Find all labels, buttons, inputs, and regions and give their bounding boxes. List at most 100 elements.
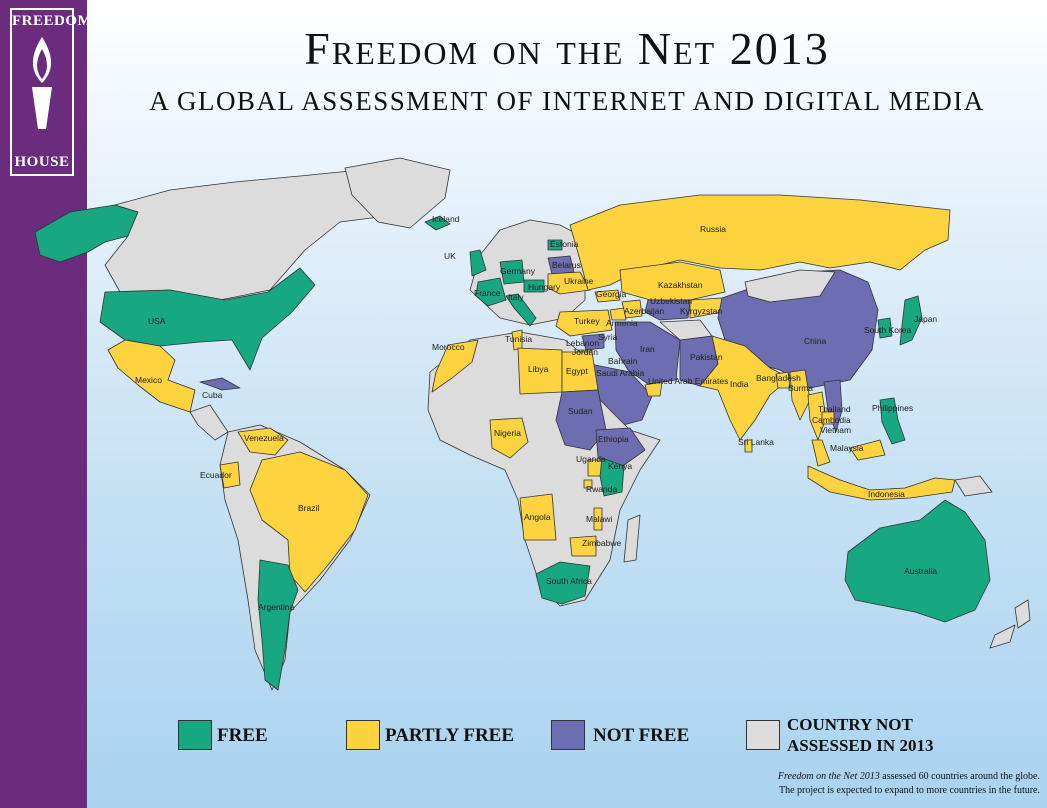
country-georgia <box>594 289 621 303</box>
country-azerbaijan <box>621 299 643 319</box>
country-mongolia <box>744 269 836 303</box>
country-venezuela <box>237 427 289 456</box>
label-ecuador: Ecuador <box>200 470 232 480</box>
label-jordan: Jordan <box>572 347 598 357</box>
country-sri-lanka <box>744 439 753 453</box>
label-tunisia: Tunisia <box>505 334 532 344</box>
country-madagascar <box>623 514 641 563</box>
label-indonesia: Indonesia <box>868 489 905 499</box>
label-bahrain: Bahrain <box>608 356 638 366</box>
label-philippines: Philippines <box>872 403 913 413</box>
label-morocco: Morocco <box>432 342 465 352</box>
label-malawi: Malawi <box>586 514 613 524</box>
legend-label-not-assessed-2: ASSESSED IN 2013 <box>787 736 934 755</box>
label-iran: Iran <box>640 344 655 354</box>
label-turkey: Turkey <box>574 316 600 326</box>
country-south-africa <box>535 561 591 605</box>
country-turkey <box>555 309 613 337</box>
label-hungary: Hungary <box>528 282 561 292</box>
label-azerbaijan: Azerbaijan <box>624 306 664 316</box>
country-angola <box>519 493 557 541</box>
label-ethiopia: Ethiopia <box>598 434 629 444</box>
legend-swatch-not-free <box>551 720 585 750</box>
label-kenya: Kenya <box>608 461 632 471</box>
label-russia: Russia <box>700 224 726 234</box>
country-ukraine <box>547 271 591 295</box>
label-kyrgyzstan: Kyrgyzstan <box>680 306 722 316</box>
country-russia <box>569 194 951 291</box>
label-uganda: Uganda <box>576 454 606 464</box>
country-australia <box>844 499 991 623</box>
country-vietnam <box>823 379 843 433</box>
legend-label-not-free: NOT FREE <box>593 725 690 746</box>
footnote: Freedom on the Net 2013 assessed 60 coun… <box>690 770 1040 798</box>
country-papua-new-guinea <box>954 475 993 497</box>
country-kenya <box>599 457 625 497</box>
country-italy <box>505 293 537 327</box>
label-libya: Libya <box>528 364 549 374</box>
country-bangladesh <box>775 371 791 389</box>
label-uk: UK <box>444 251 456 261</box>
country-rwanda <box>583 479 593 489</box>
country-new-zealand <box>989 599 1031 649</box>
label-japan: Japan <box>914 314 937 324</box>
label-mexico: Mexico <box>135 375 162 385</box>
label-venezuela: Venezuela <box>244 433 284 443</box>
country-philippines <box>879 397 906 445</box>
footnote-report-name: Freedom on the Net 2013 <box>777 771 880 782</box>
country-canada <box>104 167 421 301</box>
country-thailand <box>807 391 827 441</box>
label-ukraine: Ukraine <box>564 276 594 286</box>
label-argentina: Argentina <box>258 602 295 612</box>
country-indonesia <box>807 465 956 501</box>
label-estonia: Estonia <box>550 239 579 249</box>
footnote-line2: The project is expected to expand to mor… <box>778 785 1040 796</box>
label-belarus: Belarus <box>552 260 581 270</box>
label-usa: USA <box>148 316 166 326</box>
region-africa <box>427 331 661 607</box>
footnote-line1: assessed 60 countries around the globe. <box>879 771 1040 782</box>
country-south-korea <box>877 317 893 339</box>
label-kazakhstan: Kazakhstan <box>658 280 703 290</box>
legend-swatch-free <box>178 720 212 750</box>
label-bangladesh: Bangladesh <box>756 373 801 383</box>
country-argentina <box>257 559 299 691</box>
label-cuba: Cuba <box>202 390 223 400</box>
country-mexico <box>107 339 196 413</box>
map-subtitle: A GLOBAL ASSESSMENT OF INTERNET AND DIGI… <box>149 86 985 116</box>
legend-swatch-partly-free <box>346 720 380 750</box>
country-cuba <box>199 377 241 391</box>
label-vietnam: Vietnam <box>820 425 851 435</box>
freedom-house-logo: FREEDOM HOUSE <box>10 8 93 176</box>
country-burma <box>789 369 811 421</box>
country-uae <box>644 381 663 397</box>
legend-label-free: FREE <box>217 725 268 746</box>
label-saudi-arabia: Saudi Arabia <box>596 368 644 378</box>
label-sri-lanka: Sri Lanka <box>738 437 774 447</box>
torch-icon <box>32 37 52 129</box>
label-thailand: Thailand <box>818 404 851 414</box>
label-zimbabwe: Zimbabwe <box>582 538 621 548</box>
country-uzbekistan <box>644 299 691 321</box>
map-title: Freedom on the Net 2013 <box>304 23 830 74</box>
label-germany: Germany <box>500 266 536 276</box>
country-uk <box>469 249 487 277</box>
legend-label-partly-free: PARTLY FREE <box>385 725 515 746</box>
label-pakistan: Pakistan <box>690 352 723 362</box>
country-malaysia <box>811 439 886 467</box>
country-alaska <box>34 204 139 263</box>
label-egypt: Egypt <box>566 366 588 376</box>
label-sudan: Sudan <box>568 406 593 416</box>
country-iceland <box>424 215 451 231</box>
label-australia: Australia <box>904 566 937 576</box>
country-estonia <box>547 239 563 251</box>
country-sudan <box>555 389 607 451</box>
logo-word-top: FREEDOM <box>12 13 93 29</box>
country-syria <box>581 333 605 351</box>
legend-label-not-assessed-1: COUNTRY NOT <box>787 715 913 734</box>
label-nigeria: Nigeria <box>494 428 521 438</box>
region-central-america <box>189 404 229 441</box>
label-armenia: Armenia <box>606 318 638 328</box>
legend-swatch-not-assessed <box>746 720 780 750</box>
label-south-korea: South Korea <box>864 325 912 335</box>
